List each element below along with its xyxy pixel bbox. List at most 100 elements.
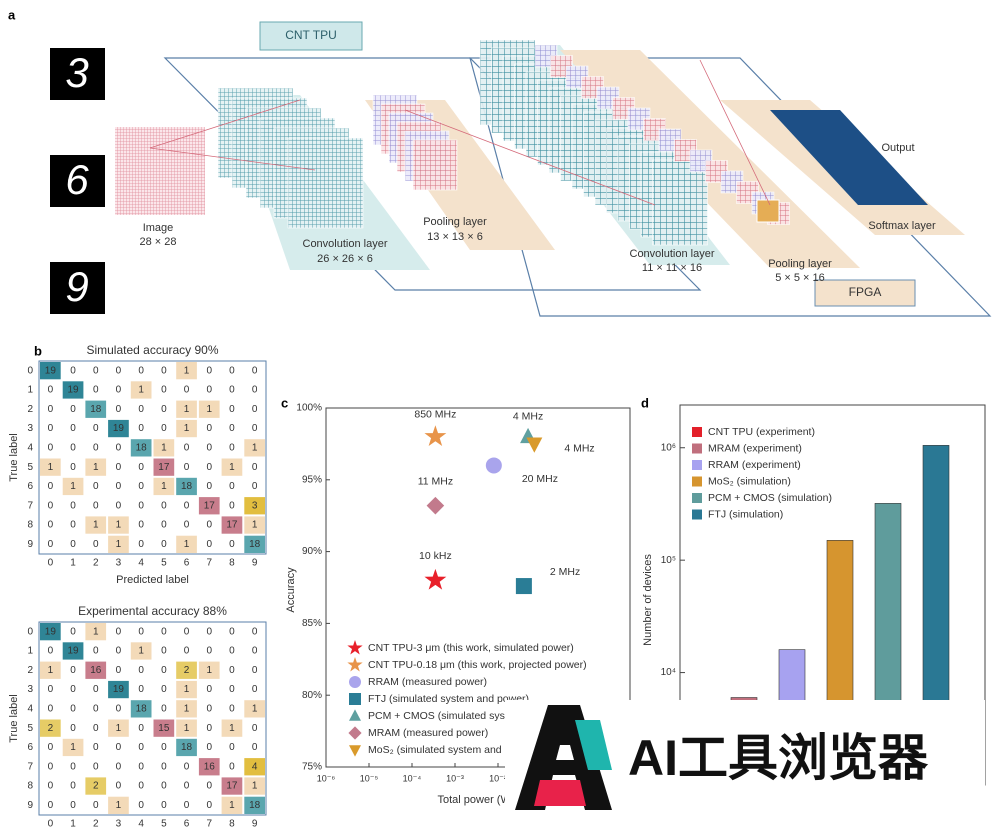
cell-value: 1 xyxy=(184,539,190,550)
cell-value: 0 xyxy=(138,365,144,376)
layer-size: 26 × 26 × 6 xyxy=(317,253,373,265)
digit: 3 xyxy=(65,49,88,96)
cell xyxy=(176,661,197,679)
panel-label: c xyxy=(281,395,288,410)
cell xyxy=(176,535,197,553)
cell-value: 0 xyxy=(252,665,258,676)
cell-value: 0 xyxy=(161,539,167,550)
y-tick-label: 10⁵ xyxy=(661,555,676,566)
cell-value: 0 xyxy=(70,665,76,676)
watermark-text: AI工具浏览器 xyxy=(628,730,929,786)
cell-value: 17 xyxy=(158,462,170,473)
col-label: 5 xyxy=(161,819,167,830)
col-label: 3 xyxy=(116,558,122,569)
cell-value: 0 xyxy=(229,646,235,657)
cell xyxy=(153,439,175,457)
cell-value: 0 xyxy=(93,684,99,695)
cell xyxy=(62,738,84,757)
cell-value: 0 xyxy=(116,646,122,657)
cell-value: 0 xyxy=(93,442,99,453)
cell-value: 0 xyxy=(48,520,54,531)
cell-value: 1 xyxy=(184,404,190,415)
cell xyxy=(85,777,107,795)
cell-value: 0 xyxy=(116,665,122,676)
cell xyxy=(108,796,129,814)
cell-value: 1 xyxy=(161,481,167,492)
cell-value: 18 xyxy=(249,800,261,811)
x-axis-label: Total power (W) xyxy=(437,794,514,806)
logo xyxy=(556,745,574,760)
link xyxy=(404,109,656,206)
layer-name: Pooling layer xyxy=(768,258,832,270)
cell-value: 0 xyxy=(70,462,76,473)
cell-value: 1 xyxy=(184,423,190,434)
cell-value: 18 xyxy=(136,442,148,453)
logo xyxy=(575,720,612,770)
cell-value: 0 xyxy=(48,761,54,772)
col-label: 0 xyxy=(48,558,54,569)
cell xyxy=(62,381,84,399)
cell-value: 0 xyxy=(206,539,212,550)
cell-value: 0 xyxy=(161,365,167,376)
cell xyxy=(40,623,61,641)
cell-value: 0 xyxy=(161,646,167,657)
cell-value: 0 xyxy=(93,385,99,396)
cell-value: 1 xyxy=(252,703,258,714)
x-tick-label: 10⁻² xyxy=(489,773,507,783)
cell-value: 1 xyxy=(252,520,258,531)
cell-value: 0 xyxy=(161,520,167,531)
cell-value: 0 xyxy=(48,742,54,753)
cell-value: 0 xyxy=(229,385,235,396)
cell-value: 0 xyxy=(138,665,144,676)
cell-value: 0 xyxy=(116,761,122,772)
x-tick-label: 10⁻⁴ xyxy=(403,773,422,783)
col-label: 4 xyxy=(138,558,144,569)
cell-value: 0 xyxy=(48,442,54,453)
output-layer xyxy=(770,110,928,205)
row-label: 3 xyxy=(27,423,33,434)
digit-box xyxy=(50,155,105,207)
cell-value: 0 xyxy=(70,404,76,415)
annotation: 4 MHz xyxy=(564,443,594,455)
cell-value: 0 xyxy=(161,684,167,695)
cell-value: 0 xyxy=(116,365,122,376)
cell-value: 1 xyxy=(93,626,99,637)
cell-value: 0 xyxy=(48,800,54,811)
row-label: 3 xyxy=(27,684,33,695)
cell-value: 19 xyxy=(113,684,125,695)
feature-map xyxy=(756,199,780,223)
logo xyxy=(534,780,586,806)
cell-value: 0 xyxy=(93,539,99,550)
cell-value: 0 xyxy=(206,462,212,473)
cell-value: 0 xyxy=(138,481,144,492)
row-label: 1 xyxy=(27,646,33,657)
cell-value: 0 xyxy=(161,385,167,396)
cell-value: 0 xyxy=(184,520,190,531)
legend-marker xyxy=(349,745,361,757)
cell-value: 17 xyxy=(226,520,238,531)
legend-swatch xyxy=(692,427,702,437)
y-axis-label: Number of devices xyxy=(642,554,654,646)
row-label: 0 xyxy=(27,626,33,637)
cell-value: 17 xyxy=(226,781,238,792)
cell-value: 0 xyxy=(252,742,258,753)
cell-value: 0 xyxy=(70,800,76,811)
cell xyxy=(40,719,61,737)
cell-value: 0 xyxy=(206,742,212,753)
cell xyxy=(153,477,175,496)
link xyxy=(149,147,316,171)
cell-value: 0 xyxy=(93,703,99,714)
cell-value: 0 xyxy=(206,646,212,657)
cell-value: 0 xyxy=(116,781,122,792)
panel-label: b xyxy=(34,343,42,358)
cell-value: 0 xyxy=(70,442,76,453)
annotation: 10 kHz xyxy=(419,550,452,562)
cell-value: 1 xyxy=(70,481,76,492)
cell-value: 0 xyxy=(184,646,190,657)
cell xyxy=(130,381,152,399)
cell xyxy=(153,458,175,476)
cell-value: 18 xyxy=(249,539,261,550)
cell xyxy=(85,400,107,418)
cell-value: 0 xyxy=(70,539,76,550)
